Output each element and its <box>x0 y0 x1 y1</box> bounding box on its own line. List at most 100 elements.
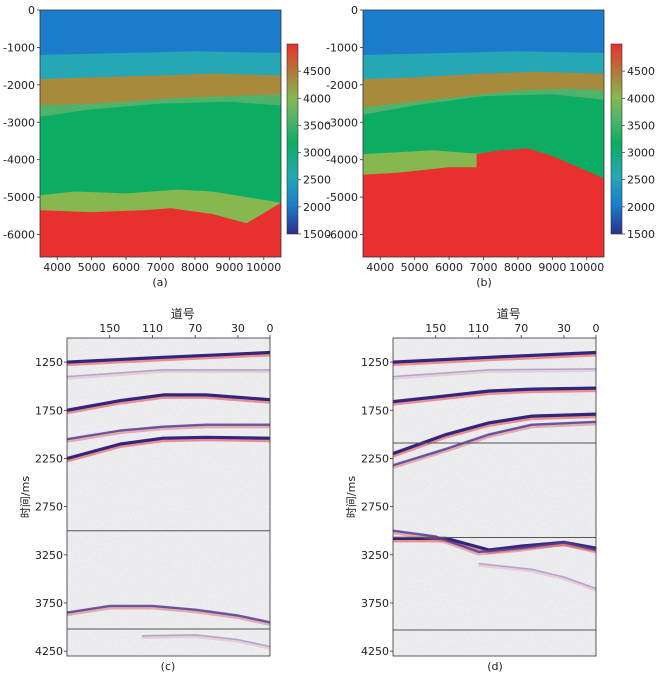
y-tick-label: 2250 <box>35 452 63 465</box>
x-tick-label: 110 <box>468 322 489 335</box>
colorbar-tick-label: 1500 <box>303 228 331 241</box>
reflector-seafloor <box>67 350 270 364</box>
reflector-deep-1 <box>67 604 270 624</box>
plot-frame <box>392 337 597 657</box>
panel-label: (b) <box>476 276 492 289</box>
reflector-deep-3 <box>478 562 596 590</box>
seismic-noise <box>393 338 596 656</box>
plot-frame <box>66 337 271 657</box>
x-tick-label: 70 <box>514 322 528 335</box>
y-tick-label: 1750 <box>361 404 389 417</box>
x-tick-label: 5000 <box>401 261 429 274</box>
reflector-top-3 <box>67 423 270 441</box>
y-tick-label: 3750 <box>35 597 63 610</box>
colorbar-tick-label: 4000 <box>303 92 331 105</box>
reflector-top-4 <box>393 420 596 467</box>
y-tick-label: 0 <box>28 4 35 17</box>
reflector-deep-2 <box>393 529 596 554</box>
x-tick-label: 10000 <box>246 261 281 274</box>
y-tick-label: 1750 <box>35 404 63 417</box>
colorbar-tick-label: 4000 <box>627 92 655 105</box>
y-tick-label: 3250 <box>361 549 389 562</box>
x-axis-title: 道号 <box>497 307 521 321</box>
y-tick-label: -5000 <box>3 191 35 204</box>
x-tick-label: 7000 <box>470 261 498 274</box>
x-tick-label: 7000 <box>147 261 175 274</box>
colorbar-tick-label: 3000 <box>303 147 331 160</box>
reflector-deep-2 <box>141 634 270 648</box>
y-tick-label: -3000 <box>326 116 358 129</box>
y-tick-label: 4250 <box>361 645 389 658</box>
y-tick-label: -6000 <box>3 229 35 242</box>
colorbar-tick-label: 2000 <box>303 201 331 214</box>
x-tick-label: 4000 <box>366 261 394 274</box>
y-tick-label: -5000 <box>326 191 358 204</box>
reflector-deep-3-halo <box>478 563 596 592</box>
reflector-shallow-1-halo <box>393 368 596 380</box>
y-tick-label: 4250 <box>35 645 63 658</box>
reflector-seafloor <box>393 350 596 364</box>
colorbar-tick-label: 1500 <box>627 228 655 241</box>
seismic-image <box>67 338 270 656</box>
velocity-layer-8 <box>476 148 604 257</box>
y-tick-label: 3750 <box>361 597 389 610</box>
colorbar <box>610 43 623 235</box>
colorbar-tick-label: 3500 <box>627 119 655 132</box>
y-tick-label: 1250 <box>35 356 63 369</box>
y-tick-label: -3000 <box>3 116 35 129</box>
y-tick-label: -2000 <box>3 79 35 92</box>
x-tick-label: 150 <box>425 322 446 335</box>
x-tick-label: 30 <box>231 322 245 335</box>
x-tick-label: 30 <box>557 322 571 335</box>
colorbar-tick-label: 2500 <box>303 174 331 187</box>
x-tick-label: 0 <box>593 322 600 335</box>
reflector-shallow-1-halo <box>67 369 270 380</box>
y-axis-title: 时间/ms <box>345 476 358 518</box>
x-tick-label: 5000 <box>78 261 106 274</box>
y-tick-label: 2250 <box>361 452 389 465</box>
x-tick-label: 8000 <box>181 261 209 274</box>
y-axis-title: 时间/ms <box>19 476 32 518</box>
reflector-top-2 <box>67 393 270 412</box>
x-axis-title: 道号 <box>171 307 195 321</box>
colorbar-tick-label: 2500 <box>627 174 655 187</box>
x-tick-label: 6000 <box>435 261 463 274</box>
colorbar-tick-label: 4500 <box>627 65 655 78</box>
y-tick-label: 0 <box>351 4 358 17</box>
y-tick-label: -6000 <box>326 229 358 242</box>
x-tick-label: 9000 <box>538 261 566 274</box>
reflector-top-4-halo <box>393 421 596 469</box>
y-tick-label: 2750 <box>35 501 63 514</box>
reflector-shallow-1 <box>67 369 270 378</box>
reflector-top-4 <box>67 435 270 461</box>
colorbar-tick-label: 3500 <box>303 119 331 132</box>
y-tick-label: -2000 <box>326 79 358 92</box>
x-tick-label: 110 <box>142 322 163 335</box>
reflector-shallow-1 <box>393 368 596 378</box>
colorbar <box>286 43 299 235</box>
y-tick-label: 1250 <box>361 356 389 369</box>
y-tick-label: -1000 <box>3 41 35 54</box>
y-tick-label: 2750 <box>361 501 389 514</box>
seismic-section-panel-d: 150 110 70 30 0 道号 1250 1750 2250 2750 3250 3750 425… <box>345 307 600 673</box>
velocity-model-panel-b: 0 -1000 -2000 -3000 -4000 -5000 -6000 4000 5000 6… <box>326 4 655 289</box>
y-tick-label: -1000 <box>326 41 358 54</box>
x-tick-label: 150 <box>99 322 120 335</box>
x-tick-label: 8000 <box>504 261 532 274</box>
reflector-deep-2-halo <box>141 634 270 650</box>
seismic-section-panel-c: 150 110 70 30 0 道号 1250 1750 2250 2750 3250 3750 425… <box>19 307 274 673</box>
reflector-top-3 <box>393 412 596 456</box>
model-layers <box>40 10 281 257</box>
panel-label: (d) <box>487 660 503 673</box>
x-tick-label: 6000 <box>112 261 140 274</box>
colorbar-tick-label: 2000 <box>627 201 655 214</box>
x-tick-label: 9000 <box>215 261 243 274</box>
y-tick-label: -4000 <box>326 154 358 167</box>
x-tick-label: 0 <box>267 322 274 335</box>
velocity-model-panel-a: 0 -1000 -2000 -3000 -4000 -5000 -6000 4000 5000 6… <box>3 4 331 289</box>
reflector-deep-1-halo <box>67 605 270 626</box>
y-tick-label: 3250 <box>35 549 63 562</box>
panel-label: (c) <box>161 660 176 673</box>
seismic-image <box>393 338 596 656</box>
x-tick-label: 70 <box>188 322 202 335</box>
